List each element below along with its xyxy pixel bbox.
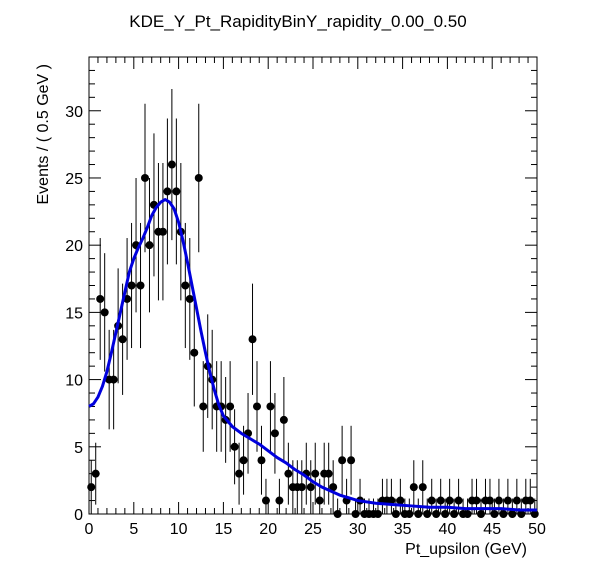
data-point <box>248 335 257 344</box>
data-point <box>418 483 427 492</box>
data-point <box>441 510 450 518</box>
data-point <box>306 483 315 492</box>
data-point <box>100 308 109 317</box>
kde-curve <box>88 197 537 512</box>
plot-frame <box>88 56 538 515</box>
y-tick-label: 15 <box>65 305 83 322</box>
data-point <box>427 496 436 505</box>
data-point <box>423 510 432 518</box>
data-point <box>329 483 338 492</box>
data-point <box>432 510 441 518</box>
data-point <box>387 496 396 505</box>
data-point <box>405 510 414 518</box>
data-point <box>512 496 521 505</box>
data-point <box>91 469 100 478</box>
data-point <box>494 496 503 505</box>
error-bars <box>89 88 537 515</box>
data-point <box>477 510 485 518</box>
data-point <box>463 510 472 518</box>
data-point <box>490 510 499 518</box>
data-point <box>450 510 459 518</box>
x-tick-label: 45 <box>483 521 501 538</box>
x-tick-label: 0 <box>85 521 94 538</box>
data-point <box>391 510 400 518</box>
data-point <box>347 456 356 465</box>
data-point <box>235 469 244 478</box>
data-point <box>279 415 288 424</box>
data-point <box>414 510 423 518</box>
data-point <box>454 496 463 505</box>
data-point <box>517 510 526 518</box>
data-point <box>333 510 342 518</box>
data-point <box>311 469 320 478</box>
data-point <box>253 402 261 411</box>
data-point <box>436 496 445 505</box>
data-point <box>167 160 176 169</box>
data-point <box>508 510 517 518</box>
data-point <box>163 187 172 196</box>
data-point <box>226 402 235 411</box>
x-tick-label: 15 <box>215 521 233 538</box>
x-tick-label: 40 <box>439 521 457 538</box>
data-point <box>194 173 203 182</box>
data-point <box>118 335 127 344</box>
data-point <box>445 496 454 505</box>
axis-ticks: 0 5 10 15 20 25 30 35 40 45 50 0 5 10 15 20 25 30 <box>65 57 546 538</box>
data-point <box>499 510 508 518</box>
data-point <box>181 281 190 290</box>
data-point <box>199 402 208 411</box>
y-tick-label: 25 <box>65 171 83 188</box>
data-point <box>351 510 360 518</box>
data-point <box>141 173 149 182</box>
data-point <box>373 510 382 518</box>
data-points <box>87 160 539 518</box>
x-tick-label: 50 <box>528 521 546 538</box>
data-point <box>158 227 167 236</box>
data-point <box>472 496 481 505</box>
data-point <box>275 496 284 505</box>
data-point <box>324 469 333 478</box>
x-axis-label: Pt_upsilon (GeV) <box>405 541 527 558</box>
data-point <box>190 348 199 357</box>
y-tick-label: 30 <box>65 104 83 121</box>
y-tick-label: 20 <box>65 238 83 255</box>
y-tick-label: 10 <box>65 373 83 390</box>
data-point <box>230 442 239 451</box>
data-point <box>261 496 270 505</box>
x-tick-label: 35 <box>394 521 412 538</box>
data-point <box>270 429 279 438</box>
x-tick-label: 20 <box>259 521 277 538</box>
data-point <box>485 496 494 505</box>
y-tick-label: 5 <box>74 440 83 457</box>
data-point <box>297 483 306 492</box>
data-point <box>396 496 405 505</box>
data-point <box>136 281 145 290</box>
y-tick-label: 0 <box>74 507 83 524</box>
data-point <box>96 294 105 303</box>
data-point <box>338 456 347 465</box>
y-axis-label: Events / ( 0.5 GeV ) <box>35 64 52 205</box>
x-tick-label: 30 <box>349 521 367 538</box>
data-point <box>109 375 118 384</box>
data-point <box>257 456 266 465</box>
data-point <box>315 496 324 505</box>
x-tick-label: 5 <box>129 521 138 538</box>
x-tick-label: 25 <box>304 521 322 538</box>
kde-curve-line <box>88 197 537 512</box>
data-point <box>127 281 136 290</box>
data-point <box>530 510 539 518</box>
data-point <box>409 483 418 492</box>
data-point <box>266 402 275 411</box>
data-point <box>87 483 96 492</box>
data-point <box>284 469 293 478</box>
data-point <box>239 456 248 465</box>
data-point <box>503 496 512 505</box>
data-point <box>145 241 154 250</box>
data-point <box>526 496 535 505</box>
x-tick-label: 10 <box>170 521 188 538</box>
data-point <box>172 187 181 196</box>
data-point <box>185 294 194 303</box>
chart-title: KDE_Y_Pt_RapidityBinY_rapidity_0.00_0.50 <box>129 12 466 31</box>
